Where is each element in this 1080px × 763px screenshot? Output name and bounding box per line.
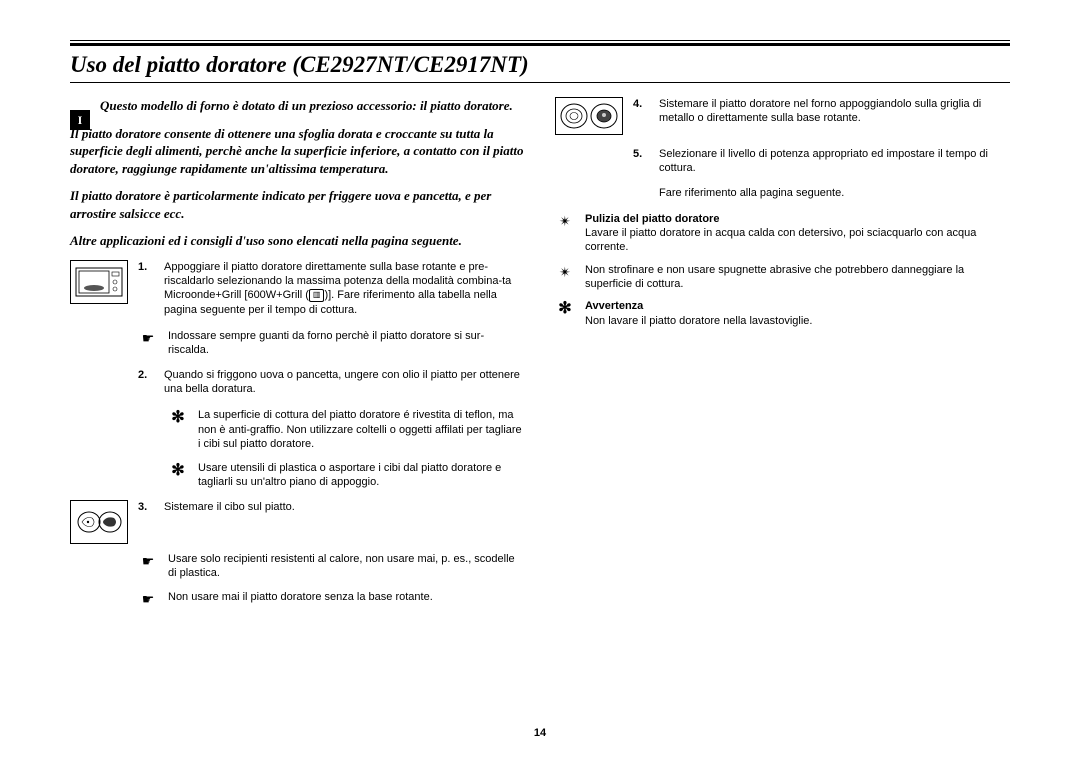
page-title: Uso del piatto doratore (CE2927NT/CE2917… bbox=[70, 52, 1010, 78]
step-text: Selezionare il livello di potenza approp… bbox=[659, 147, 1010, 200]
warning-text: Non lavare il piatto doratore nella lava… bbox=[585, 315, 812, 327]
warning-text: Usare utensili di plastica o asportare i… bbox=[198, 461, 525, 490]
star-icon: ✴ bbox=[555, 212, 575, 230]
step-3: 3. Sistemare il cibo sul piatto. bbox=[70, 500, 525, 544]
step-text: Quando si friggono uova o pancetta, unge… bbox=[164, 368, 525, 397]
intro-p4: Altre applicazioni ed i consigli d'uso s… bbox=[70, 232, 525, 250]
food-plate-illustration-icon bbox=[70, 500, 128, 544]
asterisk-icon: ✻ bbox=[555, 299, 575, 320]
page-number: 14 bbox=[0, 727, 1080, 739]
step-2: 2. Quando si friggono uova o pancetta, u… bbox=[70, 368, 525, 397]
plate-on-rack-illustration-icon bbox=[555, 97, 623, 135]
warning-title: Avvertenza bbox=[585, 300, 643, 312]
mode-chip-icon: ▥ bbox=[309, 289, 325, 301]
star-icon: ✴ bbox=[555, 263, 575, 281]
cleaning-text: Lavare il piatto doratore in acqua calda… bbox=[585, 227, 976, 253]
step-5: 5. Selezionare il livello di potenza app… bbox=[555, 147, 1010, 200]
step-text: Appoggiare il piatto doratore direttamen… bbox=[164, 260, 525, 317]
hand-icon: ☛ bbox=[138, 552, 158, 570]
intro-p1: Questo modello di forno è dotato di un p… bbox=[70, 97, 525, 115]
step-4: 4. Sistemare il piatto doratore nel forn… bbox=[555, 97, 1010, 135]
note-text: Usare solo recipienti resistenti al calo… bbox=[168, 552, 525, 581]
step-number: 2. bbox=[138, 368, 154, 382]
cleaning-note: ✴ Pulizia del piatto doratore Lavare il … bbox=[555, 212, 1010, 255]
step-1: 1. Appoggiare il piatto doratore diretta… bbox=[70, 260, 525, 317]
language-badge: I bbox=[70, 110, 90, 130]
warning-text: La superficie di cottura del piatto dora… bbox=[198, 408, 525, 451]
cleaning-text-2: Non strofinare e non usare spugnette abr… bbox=[585, 263, 1010, 292]
step-number: 1. bbox=[138, 260, 154, 274]
cleaning-note-2: ✴ Non strofinare e non usare spugnette a… bbox=[555, 263, 1010, 292]
cleaning-title: Pulizia del piatto doratore bbox=[585, 213, 719, 225]
hand-icon: ☛ bbox=[138, 590, 158, 608]
left-column: Questo modello di forno è dotato di un p… bbox=[70, 97, 525, 618]
note-text: Non usare mai il piatto doratore senza l… bbox=[168, 590, 525, 604]
step-number: 5. bbox=[633, 147, 649, 161]
intro-p3: Il piatto doratore è particolarmente ind… bbox=[70, 187, 525, 222]
hand-icon: ☛ bbox=[138, 329, 158, 347]
note-text: Indossare sempre guanti da forno perchè … bbox=[168, 329, 525, 358]
step-text: Sistemare il piatto doratore nel forno a… bbox=[659, 97, 1010, 126]
warning-note: ✻ Avvertenza Non lavare il piatto dorato… bbox=[555, 299, 1010, 328]
intro-p2: Il piatto doratore consente di ottenere … bbox=[70, 125, 525, 178]
asterisk-icon: ✻ bbox=[168, 408, 188, 429]
asterisk-icon: ✻ bbox=[168, 461, 188, 482]
step5-reference: Fare riferimento alla pagina seguente. bbox=[659, 186, 1010, 200]
step-number: 3. bbox=[138, 500, 154, 514]
right-column: 4. Sistemare il piatto doratore nel forn… bbox=[555, 97, 1010, 618]
step-number: 4. bbox=[633, 97, 649, 111]
step-text: Sistemare il cibo sul piatto. bbox=[164, 500, 525, 514]
microwave-illustration-icon bbox=[70, 260, 128, 304]
